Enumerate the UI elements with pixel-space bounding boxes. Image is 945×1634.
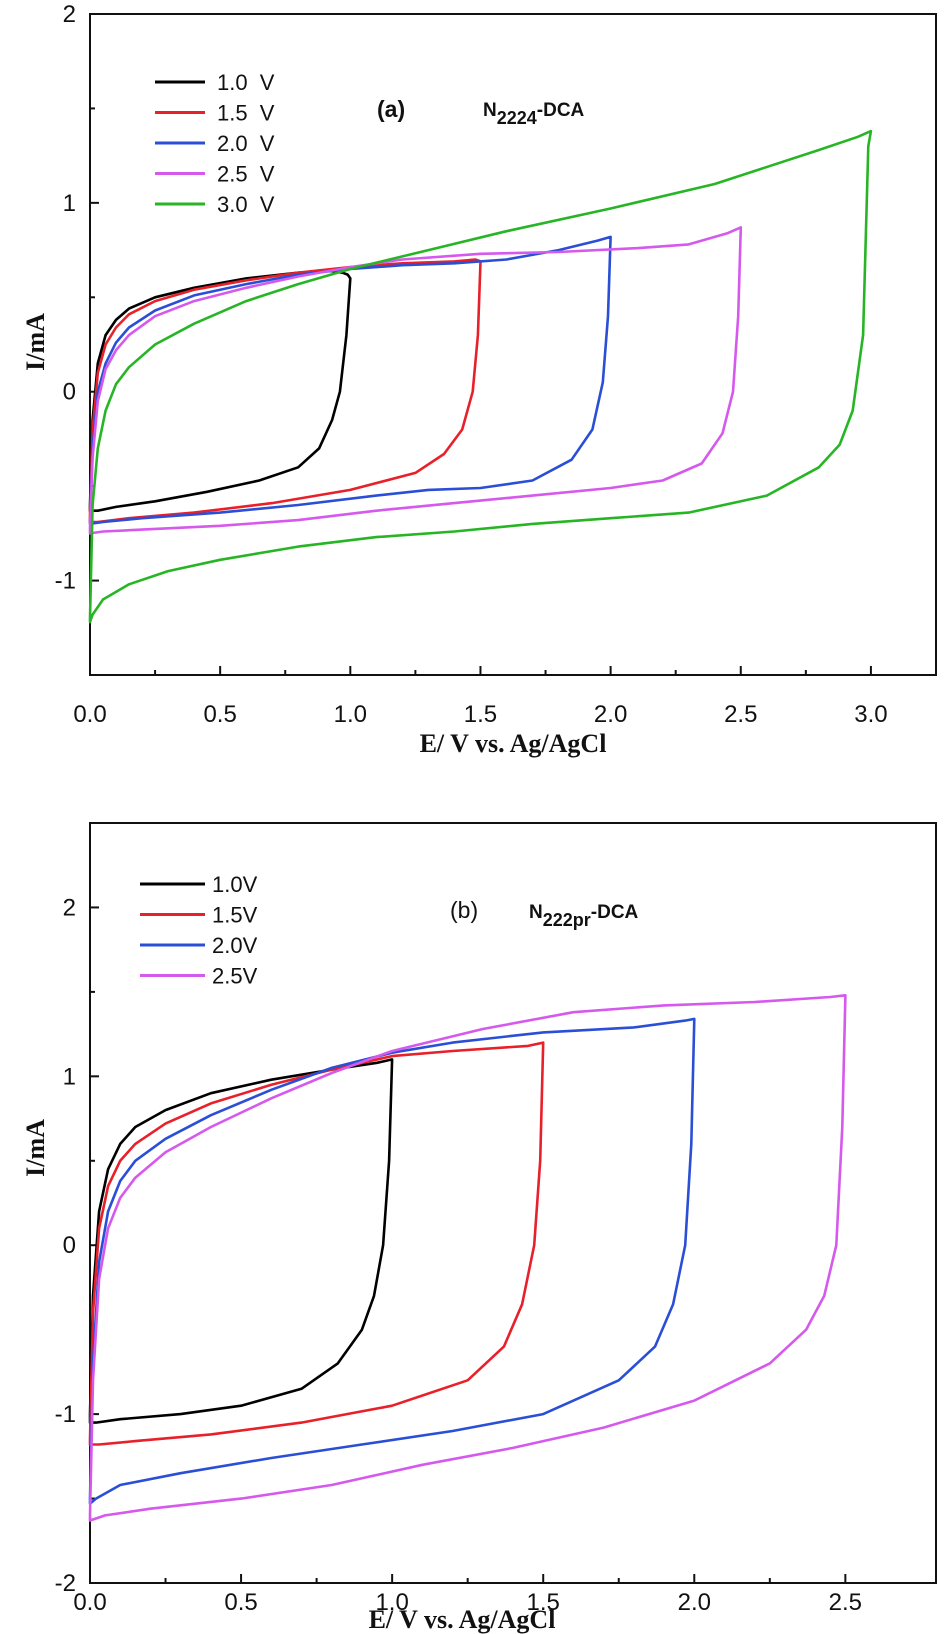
panel-a-label: (a) — [377, 96, 405, 122]
x-tick-label: 2.0 — [594, 701, 627, 728]
panel-a-plot-frame — [89, 13, 937, 676]
y-tick-label: 2 — [63, 1, 76, 28]
legend-label: 1.0V — [212, 872, 258, 897]
cv-curve-1-0v — [88, 1058, 394, 1424]
cv-curve-3-0v — [88, 129, 873, 624]
panel-b-plot-frame — [89, 822, 937, 1584]
y-tick-label: -2 — [55, 1570, 76, 1597]
panel-a-x-axis-title: E/ V vs. Ag/AgCl — [420, 729, 607, 758]
panel-a-compound-base: N — [483, 100, 497, 121]
cv-curve-1-5v — [88, 1041, 545, 1446]
panel-a-y-axis-title: I/mA — [21, 313, 50, 371]
x-tick-label: 0.0 — [73, 1589, 106, 1616]
panel-a-compound-suffix: -DCA — [537, 100, 585, 121]
x-tick-label: 2.0 — [678, 1589, 711, 1616]
cv-curve-2-5v — [88, 226, 743, 535]
panel-b-curves — [88, 993, 847, 1522]
panel-a-curves — [88, 129, 873, 624]
legend-label: 1.5 V — [217, 101, 275, 126]
panel-a-chart: 0.0 0.5 1.0 1.5 2.0 2.5 3.0 -1 0 1 2 1.0 V 1.5 V 2.0… — [21, 1, 937, 758]
x-tick-label: 1.0 — [375, 1589, 408, 1616]
y-tick-label: 0 — [63, 379, 76, 406]
x-tick-label: 1.0 — [334, 701, 367, 728]
cv-curve-2-5v — [88, 993, 847, 1522]
y-tick-label: 1 — [63, 1063, 76, 1090]
panel-b-compound-suffix: -DCA — [591, 902, 639, 923]
panel-a-compound: N2224-DCA — [483, 100, 585, 128]
panel-b-x-axis-title: E/ V vs. Ag/AgCl — [369, 1605, 556, 1634]
x-tick-label: 2.5 — [829, 1589, 862, 1616]
panel-a-compound-sub: 2224 — [497, 108, 537, 128]
legend-label: 2.5V — [212, 964, 258, 989]
panel-b-ticks: 0.0 0.5 1.0 1.5 2.0 2.5 -2 -1 0 1 2 — [55, 822, 862, 1616]
cv-curve-2-0v — [88, 1017, 696, 1505]
panel-a-legend: 1.0 V 1.5 V 2.0 V 2.5 V 3.0 V — [155, 70, 275, 217]
cv-curve-1-5v — [88, 258, 482, 524]
y-tick-label: -1 — [55, 568, 76, 595]
panel-b-compound-sub: 222pr — [543, 910, 591, 930]
x-tick-label: 3.0 — [854, 701, 887, 728]
x-tick-label: 0.5 — [203, 701, 236, 728]
legend-label: 2.0 V — [217, 131, 275, 156]
y-tick-label: 1 — [63, 190, 76, 217]
x-tick-label: 1.5 — [527, 1589, 560, 1616]
x-tick-label: 0.5 — [224, 1589, 257, 1616]
legend-label: 3.0 V — [217, 192, 275, 217]
panel-b-chart: 0.0 0.5 1.0 1.5 2.0 2.5 -2 -1 0 1 2 1.0V 1.5V 2.0V 2.… — [21, 822, 937, 1634]
panel-b-label: (b) — [450, 897, 478, 923]
panel-b-compound-base: N — [529, 902, 543, 923]
y-tick-label: 2 — [63, 894, 76, 921]
panel-b-y-axis-title: I/mA — [21, 1119, 50, 1177]
panel-a-ticks: 0.0 0.5 1.0 1.5 2.0 2.5 3.0 -1 0 1 2 — [55, 1, 888, 728]
legend-label: 1.0 V — [217, 70, 275, 95]
panel-b-legend: 1.0V 1.5V 2.0V 2.5V — [140, 872, 258, 989]
x-tick-label: 0.0 — [73, 701, 106, 728]
panel-b-compound: N222pr-DCA — [529, 902, 639, 930]
cv-curve-1-0v — [88, 269, 352, 513]
y-tick-label: -1 — [55, 1401, 76, 1428]
legend-label: 2.0V — [212, 933, 258, 958]
y-tick-label: 0 — [63, 1232, 76, 1259]
x-tick-label: 1.5 — [464, 701, 497, 728]
legend-label: 2.5 V — [217, 162, 275, 187]
x-tick-label: 2.5 — [724, 701, 757, 728]
legend-label: 1.5V — [212, 903, 258, 928]
cv-curve-2-0v — [88, 235, 612, 526]
